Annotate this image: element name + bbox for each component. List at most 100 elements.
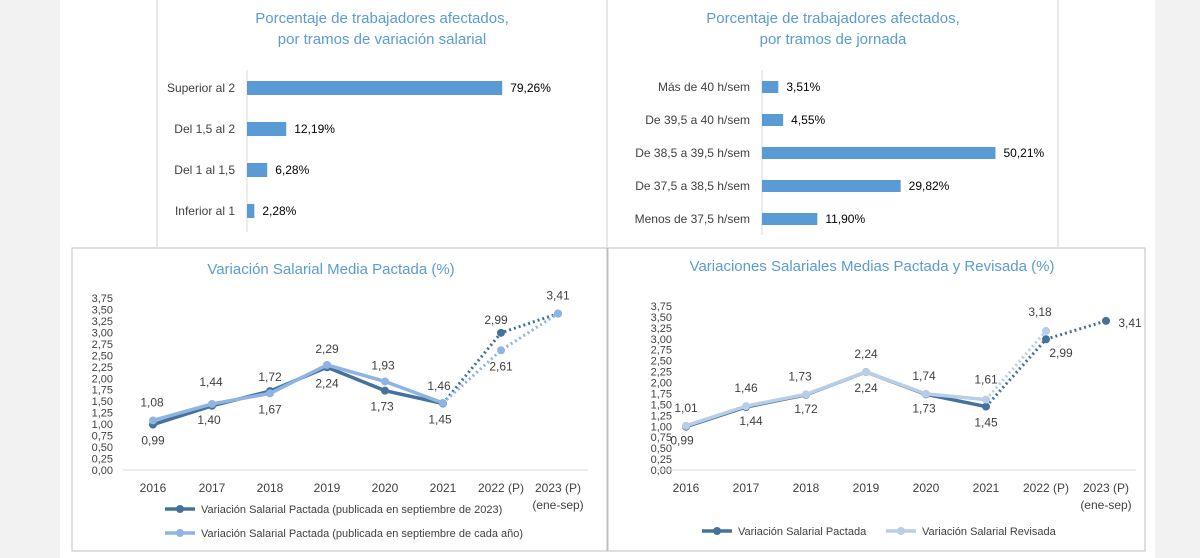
x-tick-label: 2020 <box>913 481 940 495</box>
y-tick-label: 1,50 <box>92 396 113 408</box>
chart-title: Variaciones Salariales Medias Pactada y … <box>690 258 1055 275</box>
x-tick-label: 2019 <box>853 481 880 495</box>
data-label: 1,74 <box>912 369 936 383</box>
data-label: 2,24 <box>854 347 878 361</box>
chart-title: Variación Salarial Media Pactada (%) <box>207 261 454 278</box>
category-label: Inferior al 1 <box>175 204 235 218</box>
data-label: 79,26% <box>510 81 551 95</box>
bar <box>247 81 503 95</box>
series-marker <box>922 389 930 398</box>
legend-swatch-marker <box>897 527 905 535</box>
y-tick-label: 2,75 <box>92 339 113 351</box>
data-label: 1,08 <box>140 395 164 409</box>
data-label: 2,24 <box>315 376 339 390</box>
data-label: 1,45 <box>428 412 452 426</box>
chart-title: por tramos de jornada <box>760 31 907 48</box>
data-label: 3,41 <box>1118 316 1142 330</box>
series-marker <box>439 399 447 408</box>
y-tick-label: 0,25 <box>651 454 672 466</box>
bar <box>762 213 818 225</box>
bar <box>762 180 901 192</box>
series-marker <box>1102 316 1110 325</box>
y-tick-label: 3,75 <box>651 301 672 313</box>
x-tick-label: 2019 <box>314 481 341 495</box>
category-label: Superior al 2 <box>167 81 235 95</box>
chart-title: Porcentaje de trabajadores afectados, <box>706 10 960 27</box>
y-tick-label: 3,75 <box>92 293 113 305</box>
series-marker <box>497 328 505 337</box>
y-tick-label: 0,00 <box>92 465 113 477</box>
y-tick-label: 0,75 <box>92 431 113 443</box>
panel-border <box>71 247 608 552</box>
data-label: 1,46 <box>427 379 451 393</box>
x-tick-label: 2020 <box>372 481 399 495</box>
series-marker <box>862 368 870 377</box>
data-label: 50,21% <box>1003 146 1044 160</box>
bar <box>247 204 255 218</box>
y-tick-label: 2,00 <box>92 373 113 385</box>
category-label: Del 1,5 al 2 <box>174 122 235 136</box>
y-tick-label: 3,50 <box>651 312 672 324</box>
x-tick-label: 2016 <box>140 481 167 495</box>
data-label: 1,73 <box>912 401 936 415</box>
data-label: 2,29 <box>315 342 339 356</box>
category-label: De 38,5 a 39,5 h/sem <box>635 146 750 160</box>
series-marker <box>497 346 505 355</box>
y-tick-label: 1,25 <box>92 408 113 420</box>
y-tick-label: 2,25 <box>651 367 672 379</box>
legend-swatch-marker <box>176 529 184 537</box>
data-label: 6,28% <box>275 163 309 177</box>
data-label: 1,67 <box>258 402 282 416</box>
series-marker <box>323 360 331 369</box>
data-label: 1,44 <box>739 414 763 428</box>
y-tick-label: 1,00 <box>651 421 672 433</box>
legend-label: Variación Salarial Pactada (publicada en… <box>201 528 523 540</box>
data-label: 1,61 <box>974 373 998 387</box>
agreed-salary-line-chart: Variación Salarial Media Pactada (%) 0,0… <box>92 261 588 540</box>
y-tick-label: 2,50 <box>92 350 113 362</box>
data-label: 0,99 <box>670 434 694 448</box>
chart-title: por tramos de variación salarial <box>278 31 486 48</box>
series-line <box>685 370 987 428</box>
series-marker <box>554 309 562 318</box>
y-tick-label: 2,00 <box>651 378 672 390</box>
data-label: 4,55% <box>791 113 825 127</box>
series-marker <box>1042 335 1050 344</box>
category-label: De 37,5 a 38,5 h/sem <box>635 179 750 193</box>
data-label: 1,40 <box>197 413 221 427</box>
x-tick-label: 2023 (P) <box>535 481 581 495</box>
x-tick-label: 2023 (P) <box>1083 481 1129 495</box>
category-label: Del 1 al 1,5 <box>174 163 235 177</box>
bar <box>762 147 996 159</box>
y-tick-label: 0,25 <box>92 454 113 466</box>
data-label: 3,41 <box>546 289 570 303</box>
y-tick-label: 2,75 <box>651 345 672 357</box>
legend-label: Variación Salarial Pactada (publicada en… <box>201 504 502 516</box>
y-tick-label: 0,75 <box>651 432 672 444</box>
y-tick-label: 0,50 <box>92 442 113 454</box>
series-line <box>152 363 444 423</box>
y-tick-label: 3,00 <box>651 334 672 346</box>
series-marker <box>266 389 274 398</box>
data-label: 11,90% <box>825 212 865 226</box>
x-tick-label: 2017 <box>199 481 226 495</box>
legend-swatch-marker <box>713 527 721 535</box>
x-tick-label: 2018 <box>257 481 284 495</box>
x-tick-label: 2022 (P) <box>478 481 524 495</box>
data-label: 1,44 <box>199 375 223 389</box>
panel-border <box>607 247 1146 552</box>
y-tick-label: 3,25 <box>92 316 113 328</box>
y-tick-label: 2,25 <box>92 362 113 374</box>
y-tick-label: 1,50 <box>651 399 672 411</box>
bar <box>762 114 784 126</box>
series-marker <box>802 390 810 399</box>
series-marker <box>381 377 389 386</box>
working-hours-bar-chart: Porcentaje de trabajadores afectados, po… <box>635 10 1045 235</box>
series-marker <box>149 416 157 425</box>
bar <box>762 81 779 93</box>
x-tick-label: 2016 <box>673 481 700 495</box>
data-label: 3,51% <box>786 80 820 94</box>
y-tick-label: 3,50 <box>92 304 113 316</box>
series-marker <box>982 402 990 411</box>
